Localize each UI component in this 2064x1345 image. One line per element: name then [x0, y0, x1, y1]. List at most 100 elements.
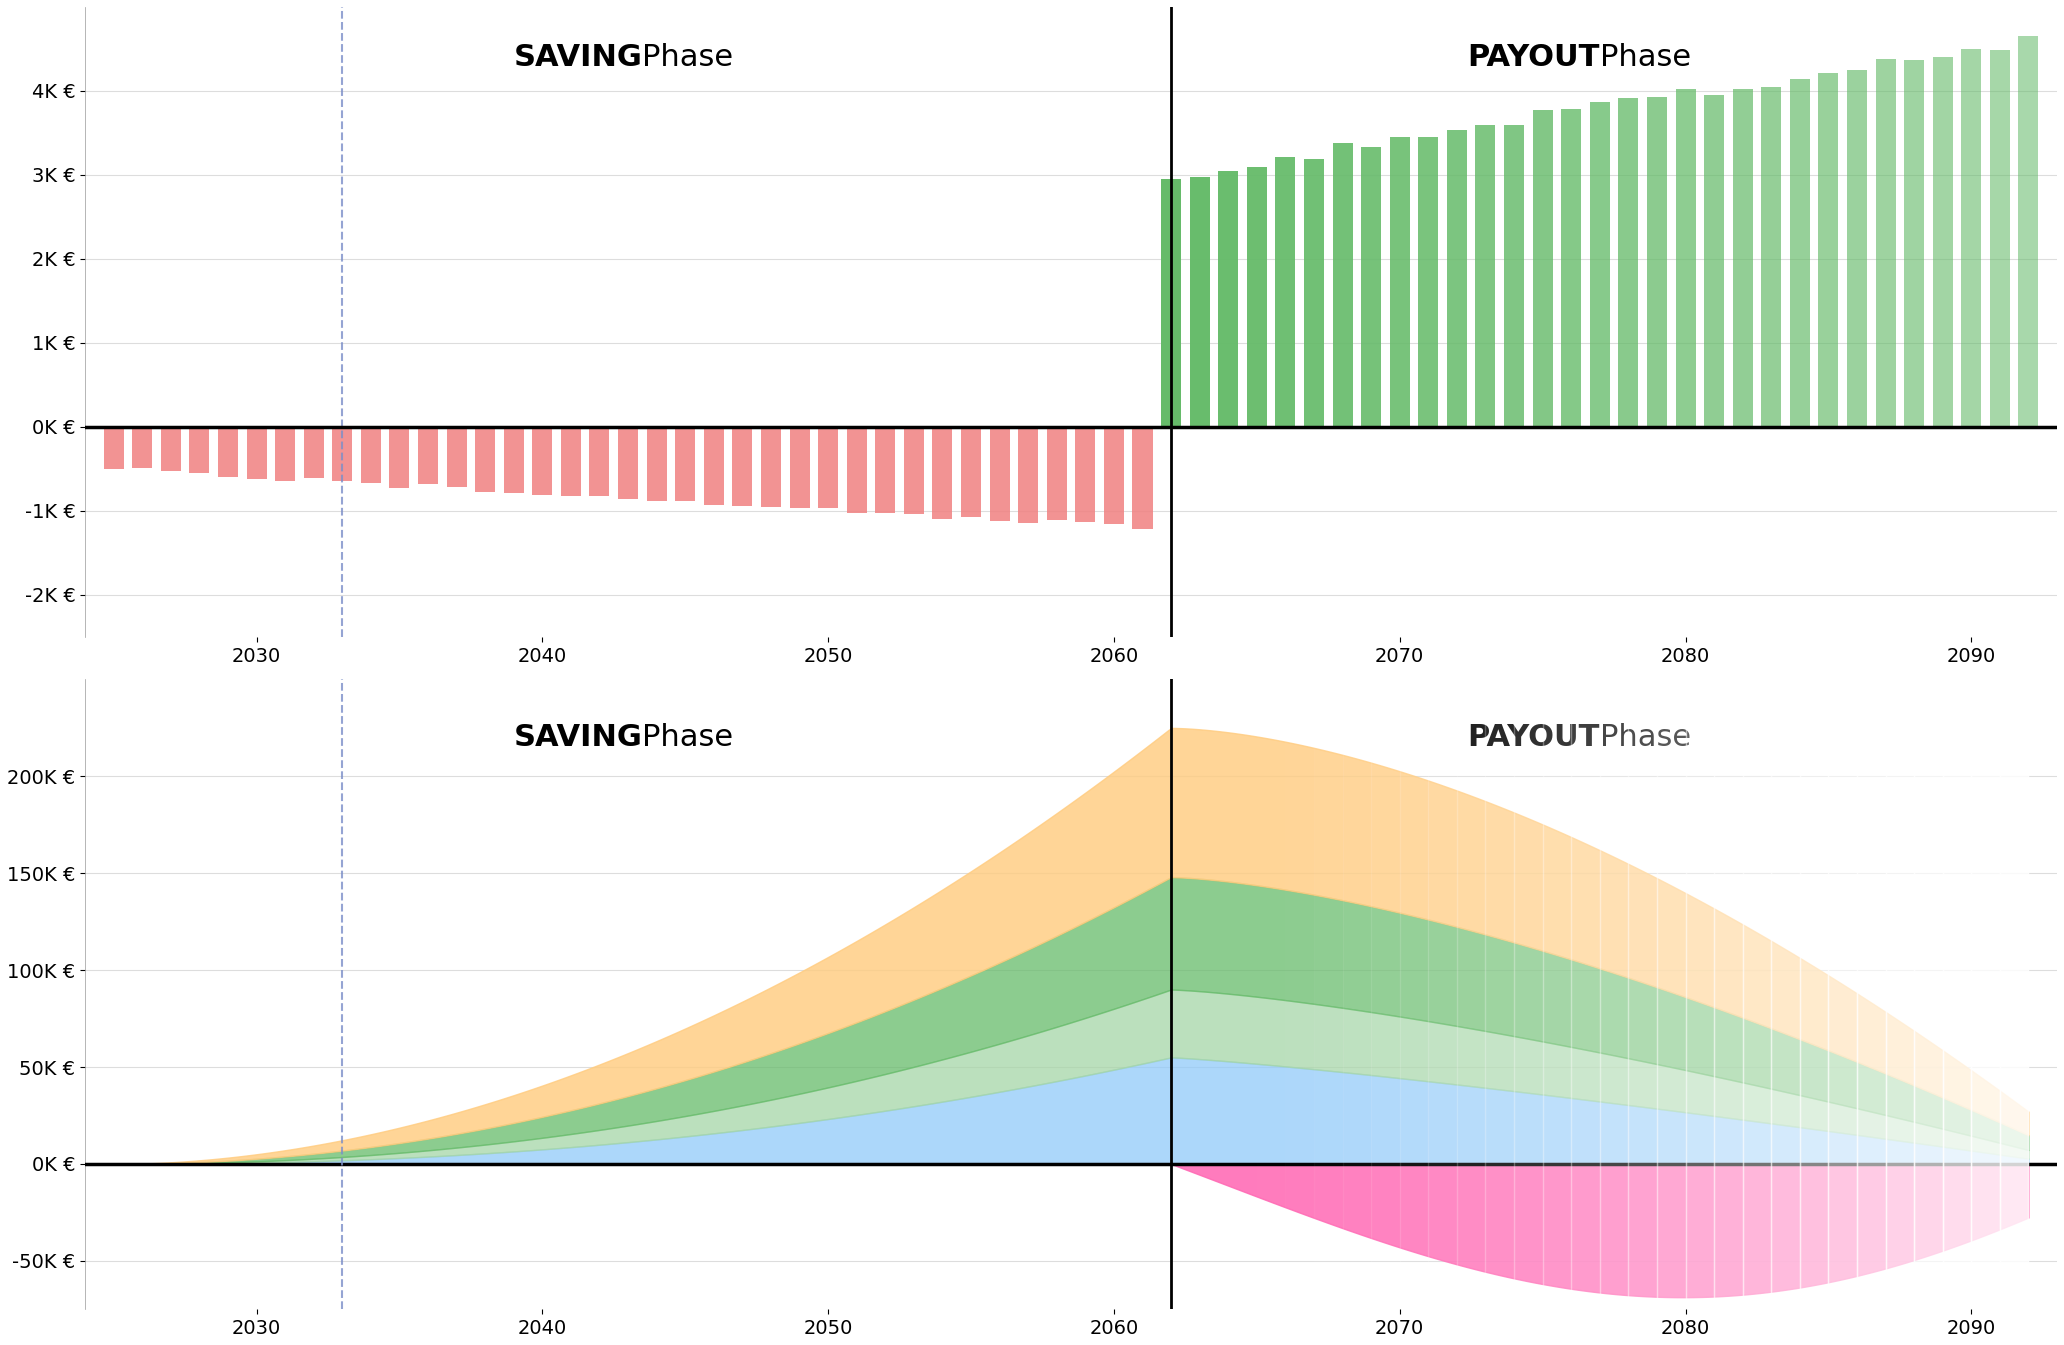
Bar — [1360, 147, 1381, 426]
Bar — [1228, 679, 1257, 1309]
Bar — [2019, 36, 2039, 426]
Bar — [1761, 87, 1781, 426]
Text: SAVING: SAVING — [514, 43, 642, 71]
Bar — [733, 426, 753, 506]
Bar — [817, 426, 838, 508]
Bar — [1534, 110, 1552, 426]
Bar — [446, 426, 466, 487]
Text: PAYOUT: PAYOUT — [1468, 43, 1600, 71]
Text: Phase: Phase — [1600, 43, 1690, 71]
Bar — [1847, 70, 1868, 426]
Bar — [1046, 426, 1067, 521]
Bar — [1713, 679, 1742, 1309]
Bar — [1628, 679, 1657, 1309]
Bar — [419, 426, 438, 484]
Bar — [1742, 679, 1771, 1309]
Bar — [1189, 176, 1210, 426]
Bar — [1657, 679, 1686, 1309]
Bar — [875, 426, 896, 512]
Bar — [1990, 50, 2010, 426]
Bar — [475, 426, 495, 491]
Bar — [303, 426, 324, 479]
Bar — [1505, 125, 1523, 426]
Bar — [1913, 679, 1942, 1309]
Bar — [904, 426, 925, 514]
Bar — [1829, 679, 1858, 1309]
Bar — [1389, 137, 1410, 426]
Bar — [1961, 48, 1981, 426]
Bar — [1571, 679, 1600, 1309]
Bar — [219, 426, 237, 477]
Bar — [1276, 157, 1296, 426]
Bar — [361, 426, 382, 483]
Bar — [1486, 679, 1515, 1309]
Bar — [161, 426, 182, 471]
Bar — [533, 426, 553, 495]
Bar — [1818, 74, 1839, 426]
Bar — [590, 426, 609, 496]
Bar — [1905, 61, 1924, 426]
Text: Phase: Phase — [1600, 724, 1690, 752]
Bar — [791, 426, 809, 508]
Bar — [675, 426, 696, 500]
Bar — [1789, 79, 1810, 426]
Bar — [1676, 89, 1695, 426]
Bar — [1476, 125, 1496, 426]
Bar — [1647, 97, 1668, 426]
Bar — [1589, 102, 1610, 426]
Bar — [1418, 137, 1439, 426]
Bar — [1705, 95, 1723, 426]
Bar — [646, 426, 667, 500]
Bar — [846, 426, 867, 512]
Bar — [1771, 679, 1800, 1309]
Bar — [989, 426, 1009, 521]
Bar — [1515, 679, 1542, 1309]
Bar — [1304, 159, 1323, 426]
Bar — [1133, 426, 1152, 529]
Bar — [1247, 167, 1267, 426]
Bar — [1218, 171, 1238, 426]
Bar — [504, 426, 524, 494]
Bar — [1162, 179, 1181, 426]
Bar — [1600, 679, 1628, 1309]
Bar — [1018, 426, 1038, 523]
Bar — [1732, 89, 1752, 426]
Bar — [1447, 130, 1468, 426]
Bar — [1286, 679, 1315, 1309]
Bar — [103, 426, 124, 469]
Bar — [1457, 679, 1486, 1309]
Text: PAYOUT: PAYOUT — [1468, 724, 1600, 752]
Bar — [1886, 679, 1913, 1309]
Bar — [1858, 679, 1886, 1309]
Bar — [1104, 426, 1125, 525]
Bar — [561, 426, 580, 496]
Bar — [1932, 56, 1953, 426]
Bar — [704, 426, 724, 504]
Bar — [1560, 109, 1581, 426]
Bar — [1542, 679, 1571, 1309]
Bar — [2000, 679, 2029, 1309]
Text: SAVING: SAVING — [514, 724, 642, 752]
Bar — [1942, 679, 1971, 1309]
Bar — [1686, 679, 1713, 1309]
Bar — [762, 426, 780, 507]
Bar — [962, 426, 980, 518]
Bar — [332, 426, 353, 482]
Bar — [1370, 679, 1399, 1309]
Bar — [1399, 679, 1428, 1309]
Bar — [1800, 679, 1829, 1309]
Bar — [617, 426, 638, 499]
Bar — [1618, 98, 1639, 426]
Bar — [1333, 143, 1352, 426]
Bar — [132, 426, 153, 468]
Bar — [275, 426, 295, 482]
Bar — [246, 426, 266, 479]
Bar — [390, 426, 409, 488]
Bar — [190, 426, 208, 473]
Bar — [1428, 679, 1457, 1309]
Bar — [1342, 679, 1370, 1309]
Bar — [1971, 679, 2000, 1309]
Bar — [1075, 426, 1096, 522]
Bar — [1257, 679, 1286, 1309]
Text: Phase: Phase — [642, 43, 733, 71]
